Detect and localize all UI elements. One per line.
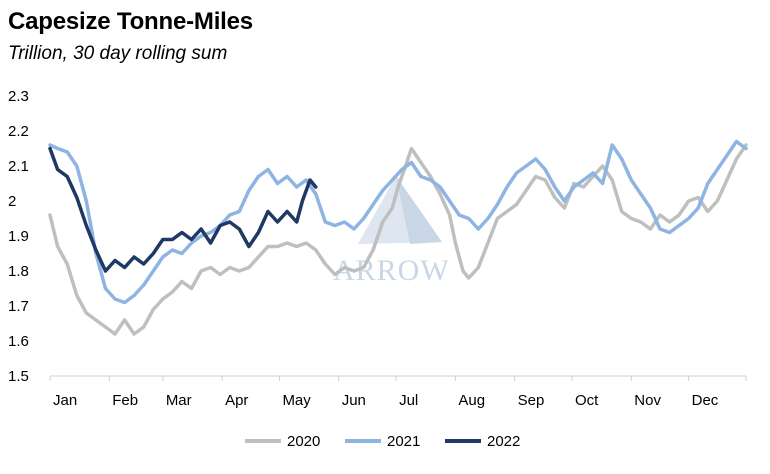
y-tick-label: 1.8 [8, 263, 29, 280]
x-tick-label: Oct [575, 392, 599, 409]
x-tick-label: Jan [53, 392, 77, 409]
y-tick-label: 1.9 [8, 228, 29, 245]
y-tick-label: 2 [8, 193, 16, 210]
x-tick-label: Aug [458, 392, 485, 409]
x-tick-label: May [282, 392, 311, 409]
x-tick-label: Dec [692, 392, 719, 409]
y-tick-label: 1.5 [8, 368, 29, 385]
chart-subtitle: Trillion, 30 day rolling sum [8, 43, 228, 64]
series-layer [48, 139, 748, 336]
x-tick-label: Feb [112, 392, 138, 409]
legend-label-2022: 2022 [487, 433, 520, 450]
y-tick-label: 2.1 [8, 158, 29, 175]
x-tick-label: Mar [166, 392, 192, 409]
legend: 2020 2021 2022 [245, 433, 520, 450]
legend-label-2021: 2021 [387, 433, 420, 450]
series-line-2022 [48, 146, 318, 273]
watermark-peak-shade [396, 176, 442, 244]
y-tick-label: 2.3 [8, 88, 29, 105]
x-tick-label: Jun [342, 392, 366, 409]
series-line-2020 [48, 143, 748, 336]
axes: 1.5 1.6 1.7 1.8 1.9 2 2.1 2.2 2.3 Jan Feb Mar Apr May… [8, 88, 747, 409]
x-tick-label: Sep [518, 392, 545, 409]
y-tick-label: 1.6 [8, 333, 29, 350]
y-tick-label: 2.2 [8, 123, 29, 140]
x-tick-label: Apr [225, 392, 248, 409]
x-tick-label: Jul [399, 392, 418, 409]
arrow-watermark-logo: ARROW [333, 176, 449, 287]
x-tick-label: Nov [634, 392, 661, 409]
series-line-2021 [48, 139, 748, 305]
y-tick-label: 1.7 [8, 298, 29, 315]
chart-title: Capesize Tonne-Miles [8, 8, 253, 35]
legend-label-2020: 2020 [287, 433, 320, 450]
